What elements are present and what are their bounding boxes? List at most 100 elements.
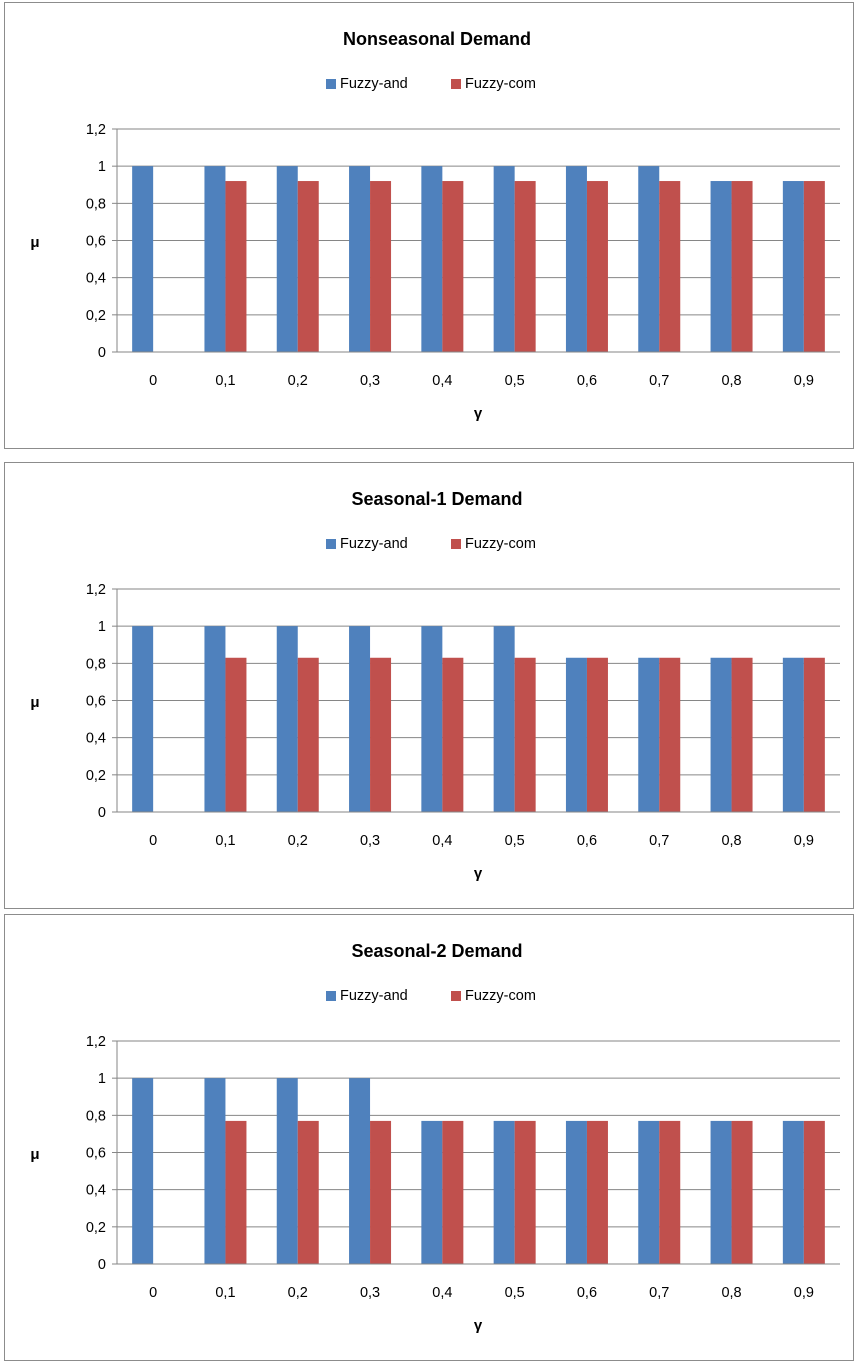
bar-fuzzy-and-2 [276, 166, 298, 352]
x-tick-label: 0,9 [794, 373, 814, 389]
y-tick-label: 0,4 [86, 731, 106, 747]
y-tick-label: 0,6 [86, 1146, 106, 1162]
bar-fuzzy-com-2 [297, 657, 319, 812]
bar-fuzzy-com-1 [225, 181, 247, 352]
x-tick-label: 0,9 [794, 1285, 814, 1301]
chart-title: Nonseasonal Demand [343, 29, 531, 49]
y-axis-label: μ [30, 694, 39, 711]
bar-fuzzy-com-1 [225, 1120, 247, 1264]
bar-fuzzy-com-9 [803, 657, 825, 812]
bar-fuzzy-com-7 [659, 657, 681, 812]
x-axis-label: γ [474, 405, 483, 422]
bar-fuzzy-and-6 [565, 657, 587, 812]
y-tick-label: 1,2 [86, 582, 106, 598]
x-axis-label: γ [474, 865, 483, 882]
bar-fuzzy-and-0 [132, 626, 154, 812]
bar-fuzzy-and-7 [638, 657, 660, 812]
x-tick-label: 0,3 [360, 833, 380, 849]
bar-fuzzy-and-1 [204, 166, 226, 352]
y-tick-label: 0 [98, 1257, 106, 1273]
bar-fuzzy-and-2 [276, 626, 298, 812]
y-tick-label: 0,8 [86, 196, 106, 212]
chart-panel-nonseasonal: Nonseasonal Demand Fuzzy-and Fuzzy-com 0 0,… [4, 2, 854, 449]
bar-fuzzy-and-0 [132, 1078, 154, 1264]
x-tick-label: 0,6 [577, 373, 597, 389]
y-tick-label: 0,4 [86, 271, 106, 287]
x-tick-label: 0,3 [360, 373, 380, 389]
legend-label-1: Fuzzy-com [465, 988, 536, 1004]
bar-fuzzy-and-3 [349, 166, 371, 352]
bar-fuzzy-and-8 [710, 657, 732, 812]
x-tick-label: 0,3 [360, 1285, 380, 1301]
legend-swatch-1 [451, 539, 461, 549]
bar-fuzzy-and-5 [493, 1120, 515, 1264]
bar-fuzzy-com-6 [586, 181, 608, 352]
x-tick-label: 0,7 [649, 1285, 669, 1301]
y-tick-label: 0,2 [86, 768, 106, 784]
legend-label-1: Fuzzy-com [465, 536, 536, 552]
y-tick-label: 0,2 [86, 1220, 106, 1236]
y-tick-label: 0,8 [86, 656, 106, 672]
bar-fuzzy-and-9 [782, 657, 804, 812]
bar-fuzzy-com-2 [297, 1120, 319, 1264]
chart-title: Seasonal-1 Demand [351, 489, 522, 509]
bar-fuzzy-com-5 [514, 657, 536, 812]
x-tick-label: 0,5 [505, 373, 525, 389]
bar-fuzzy-and-5 [493, 626, 515, 812]
legend-label-1: Fuzzy-com [465, 76, 536, 92]
chart-nonseasonal: Nonseasonal Demand Fuzzy-and Fuzzy-com 0 0,… [30, 29, 840, 422]
bar-fuzzy-and-3 [349, 1078, 371, 1264]
bar-fuzzy-com-8 [731, 181, 753, 352]
x-tick-label: 0,9 [794, 833, 814, 849]
y-tick-label: 1,2 [86, 122, 106, 138]
bar-fuzzy-com-9 [803, 1120, 825, 1264]
bar-fuzzy-com-3 [370, 657, 392, 812]
legend-label-0: Fuzzy-and [340, 536, 408, 552]
chart-title: Seasonal-2 Demand [351, 941, 522, 961]
legend-swatch-1 [451, 991, 461, 1001]
x-tick-label: 0,1 [215, 1285, 235, 1301]
legend-swatch-0 [326, 539, 336, 549]
bar-fuzzy-and-3 [349, 626, 371, 812]
y-tick-label: 1 [98, 619, 106, 635]
bar-fuzzy-and-9 [782, 181, 804, 352]
x-tick-label: 0,7 [649, 833, 669, 849]
y-tick-label: 1 [98, 159, 106, 175]
bar-fuzzy-and-4 [421, 626, 443, 812]
bar-fuzzy-and-8 [710, 1120, 732, 1264]
bar-fuzzy-com-9 [803, 181, 825, 352]
bar-fuzzy-and-6 [565, 166, 587, 352]
x-tick-label: 0,7 [649, 373, 669, 389]
bar-fuzzy-and-0 [132, 166, 154, 352]
x-tick-label: 0,1 [215, 833, 235, 849]
bar-fuzzy-com-7 [659, 181, 681, 352]
bar-fuzzy-com-1 [225, 657, 247, 812]
bar-fuzzy-and-1 [204, 626, 226, 812]
x-tick-label: 0 [149, 833, 157, 849]
x-tick-label: 0,5 [505, 833, 525, 849]
legend-swatch-0 [326, 991, 336, 1001]
bar-fuzzy-com-5 [514, 181, 536, 352]
x-tick-label: 0 [149, 373, 157, 389]
x-tick-label: 0,8 [721, 1285, 741, 1301]
chart-seasonal-1: Seasonal-1 Demand Fuzzy-and Fuzzy-com 0 0,2… [30, 489, 840, 882]
x-tick-label: 0,8 [721, 373, 741, 389]
x-tick-label: 0,2 [288, 373, 308, 389]
bar-fuzzy-com-4 [442, 181, 464, 352]
y-tick-label: 1,2 [86, 1034, 106, 1050]
legend-label-0: Fuzzy-and [340, 76, 408, 92]
y-tick-label: 1 [98, 1071, 106, 1087]
x-tick-label: 0,2 [288, 1285, 308, 1301]
bar-fuzzy-and-6 [565, 1120, 587, 1264]
y-tick-label: 0,8 [86, 1108, 106, 1124]
x-tick-label: 0,4 [432, 833, 452, 849]
bar-fuzzy-com-6 [586, 1120, 608, 1264]
bar-fuzzy-and-8 [710, 181, 732, 352]
bar-fuzzy-com-5 [514, 1120, 536, 1264]
bar-fuzzy-com-3 [370, 1120, 392, 1264]
bar-fuzzy-and-1 [204, 1078, 226, 1264]
bar-fuzzy-and-9 [782, 1120, 804, 1264]
x-tick-label: 0,4 [432, 373, 452, 389]
y-tick-label: 0 [98, 345, 106, 361]
x-tick-label: 0,6 [577, 833, 597, 849]
